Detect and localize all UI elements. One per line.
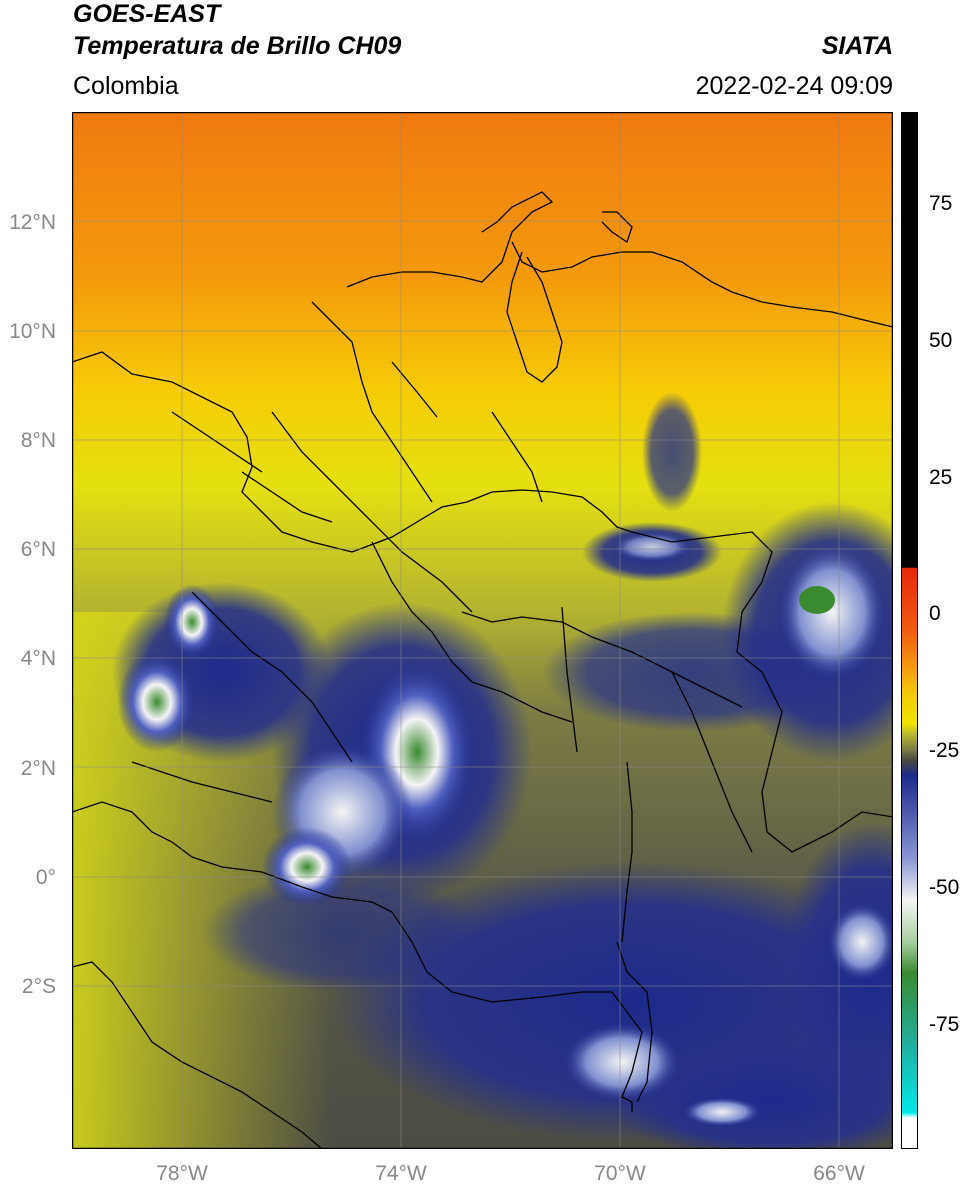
colorbar-label-50: 50 (929, 329, 953, 352)
lat-label-8n: 8°N (20, 429, 56, 452)
colorbar-frame (901, 112, 918, 1149)
map-frame (72, 112, 893, 1149)
timestamp-label: 2022-02-24 09:09 (695, 72, 893, 100)
colorbar (901, 112, 918, 1149)
brand-label: SIATA (821, 32, 893, 60)
colorbar-label-75: 75 (929, 192, 953, 215)
lat-label-12n: 12°N (9, 211, 56, 234)
satellite-map (72, 112, 893, 1149)
lat-label-2n: 2°N (20, 757, 56, 780)
lon-label-74w: 74°W (375, 1162, 427, 1185)
title-line-1: GOES-EAST (73, 0, 221, 28)
lon-label-66w: 66°W (813, 1162, 865, 1185)
lon-label-78w: 78°W (156, 1162, 208, 1185)
lat-label-2s: 2°S (21, 975, 56, 998)
lat-label-0: 0° (35, 866, 56, 889)
lat-label-10n: 10°N (9, 320, 56, 343)
colorbar-gradient (901, 112, 918, 1149)
colorbar-label-25: 25 (929, 466, 953, 489)
lon-label-70w: 70°W (594, 1162, 646, 1185)
title-line-2: Temperatura de Brillo CH09 (73, 32, 402, 60)
colorbar-label-minus75: -75 (929, 1013, 960, 1036)
graticule (72, 112, 893, 1149)
lat-label-6n: 6°N (20, 538, 56, 561)
convective-cores (117, 532, 893, 1127)
lat-label-4n: 4°N (20, 647, 56, 670)
colorbar-label-0: 0 (929, 602, 941, 625)
region-label: Colombia (73, 72, 179, 100)
colorbar-label-minus25: -25 (929, 739, 960, 762)
colorbar-label-minus50: -50 (929, 876, 960, 899)
